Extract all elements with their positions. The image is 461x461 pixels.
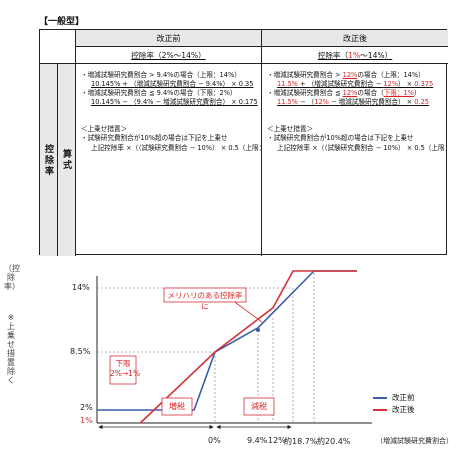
section-tag: 【一般型】 [39,17,85,27]
xtick-0: 0% [208,436,221,445]
gen-label: 減税 [251,402,267,411]
callout-meri-text: メリハリのある控除率に [167,291,243,311]
rate-range-after: 控除率（1%〜14%） [262,47,448,64]
callout-pointer [231,299,263,323]
ytick-85: 8.5% [70,347,91,356]
chart-legend: 改正前 改正後 [373,392,415,416]
col-header-before: 改正前 [76,30,262,47]
after-line-3: ・増減試験研究費割合 ≦ 12%の場合（下限：1%） [267,89,421,98]
before-line-4: 10.145% − （9.4% − 増減試験研究費割合） × 0.175 [91,98,258,107]
zou-box [161,397,193,416]
after-line-7: 上記控除率 ×（（試験研究費割合 − 10%） × 0.5（上限：10%）） [277,143,448,152]
row-header-sanshiki: 算式 [58,64,76,256]
after-line-4: 11.5% − （12% − 増減試験研究費割合） × 0.25 [277,98,429,107]
before-line-6: ・試験研究費割合が10%超の場合は下記を上乗せ [81,134,228,143]
legend-swatch-after [373,409,387,411]
rate-range-before-text: 控除率（2%〜14%） [131,50,206,60]
legend-swatch-before [373,397,387,399]
row-header-koujoritsu: 控除率 [40,64,58,256]
formula-after: ・増減試験研究費割合 > 12%の場合（上限：14%） 11.5% + （増減試… [262,64,448,256]
gen-box [243,397,275,416]
rate-range-before: 控除率（2%〜14%） [76,47,262,64]
point-before-94 [256,328,260,332]
comparison-table: 改正前 改正後 控除率（2%〜14%） 控除率（1%〜14%） 控除率 算式 ・… [39,29,448,256]
table-corner [40,30,76,64]
after-line-2: 11.5% + （増減試験研究費割合 − 12%） × 0.375 [277,80,434,89]
before-line-5: ＜上乗せ措置＞ [81,125,128,134]
ytick-2: 2% [80,403,93,412]
chart-x-axis-label: （増減試験研究費割合） [376,437,453,445]
zou-label: 増税 [169,402,185,411]
legend-after: 改正後 [373,404,415,416]
after-line-6: ・試験研究費割合が10%超の場合は下記を上乗せ [267,134,414,143]
ytick-14: 14% [72,283,90,292]
formula-before: ・増減試験研究費割合 > 9.4%の場合（上限：14%） 10.145% + （… [76,64,262,256]
after-line-1: ・増減試験研究費割合 > 12%の場合（上限：14%） [267,71,425,79]
xtick-204: 約20.4% [317,437,351,446]
col-header-after: 改正後 [262,30,448,47]
before-line-2: 10.145% + （増減試験研究費割合 − 9.4%） × 0.35 [91,80,254,89]
callout-kagen-text: 下限 2%→1% [110,359,141,378]
before-line-1: ・増減試験研究費割合 > 9.4%の場合（上限：14%） [81,71,241,79]
chart-y-axis-label: （控除率） ※上乗せ措置除く [4,264,20,385]
xtick-94: 9.4% [247,436,268,445]
rate-range-after-text: 控除率（1%〜14%） [317,50,393,60]
xtick-187: 約18.7% [284,437,318,446]
ytick-1: 1% [80,416,93,425]
before-line-7: 上記控除率 ×（（試験研究費割合 − 10%） × 0.5（上限：10%）） [91,143,261,152]
callout-box-meri [163,287,247,303]
callout-box-kagen [109,355,137,385]
before-line-3: ・増減試験研究費割合 ≦ 9.4%の場合（下限：2%） [81,89,237,98]
legend-before: 改正前 [373,392,415,404]
xtick-12: 12% [268,436,286,445]
after-line-5: ＜上乗せ措置＞ [267,125,314,134]
series-after-line [139,270,357,424]
